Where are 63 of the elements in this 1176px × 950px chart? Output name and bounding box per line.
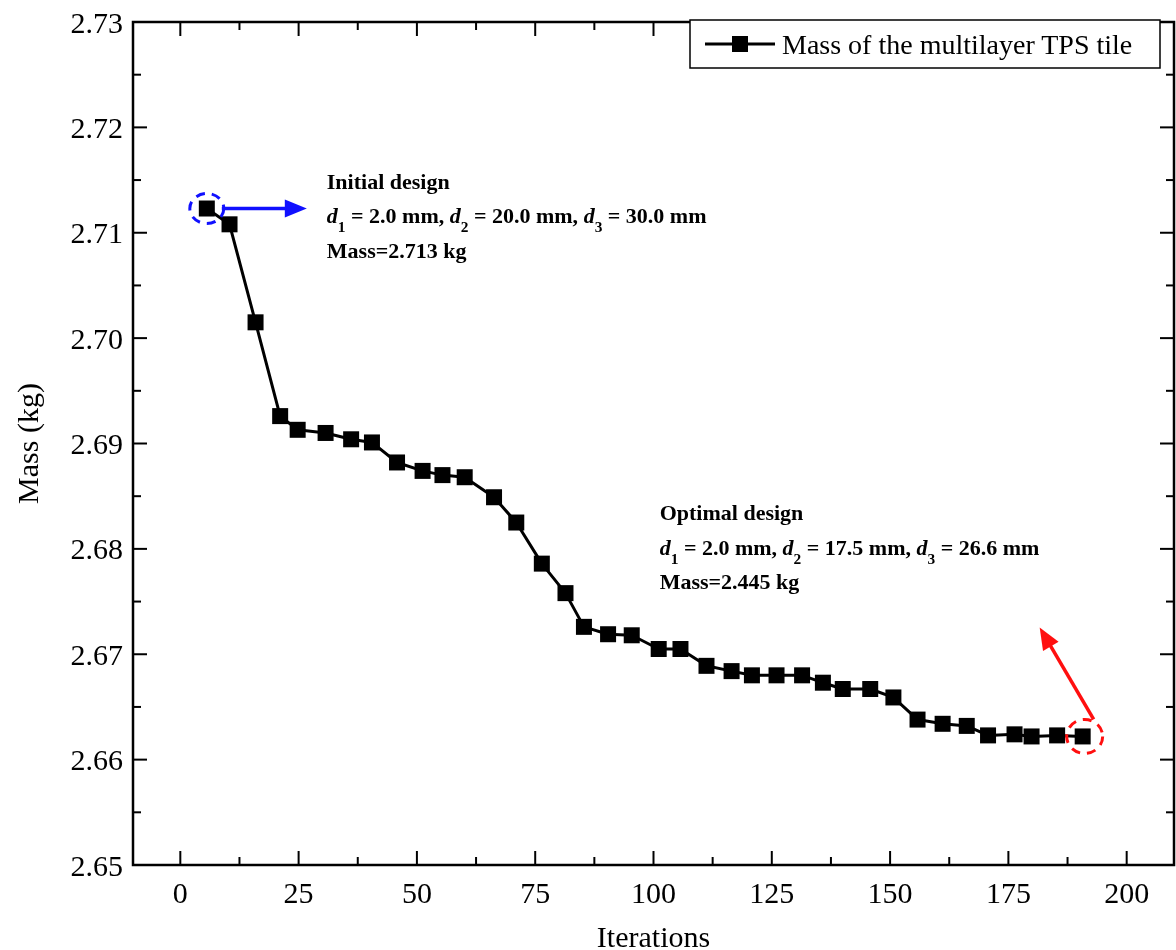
legend-label: Mass of the multilayer TPS tile	[782, 28, 1133, 60]
point	[1023, 728, 1040, 745]
x-tick-label: 75	[520, 876, 551, 909]
point	[486, 489, 503, 506]
annotation: Mass=2.445 kg	[659, 569, 800, 595]
point	[508, 514, 525, 531]
point	[272, 408, 289, 425]
text: d$_{1}$ = 2.0 mm, d$_{2}$ = 17.5 mm, d$_{3}$ = 26.6 mm	[659, 534, 1040, 567]
y-tick-label: 2.65	[70, 848, 123, 882]
point	[834, 681, 851, 698]
point	[575, 618, 592, 635]
annotation: Initial design	[326, 168, 450, 194]
point	[221, 216, 238, 233]
point	[1006, 726, 1023, 743]
point	[814, 674, 831, 691]
point	[980, 727, 997, 744]
point	[1049, 727, 1066, 744]
x-tick-label: 25	[283, 876, 314, 909]
point	[600, 626, 617, 643]
point	[698, 657, 715, 674]
y-tick-label: 2.68	[70, 532, 123, 566]
y-tick-label: 2.70	[70, 321, 123, 355]
point	[743, 667, 760, 684]
point	[885, 689, 902, 706]
point	[363, 434, 380, 451]
point	[650, 640, 667, 657]
x-tick-label: 175	[985, 876, 1031, 909]
point	[247, 314, 264, 331]
y-tick-label: 2.73	[70, 5, 123, 39]
y-axis-title: Mass (kg)	[11, 383, 45, 504]
y-tick-label: 2.67	[70, 637, 123, 671]
point	[934, 715, 951, 732]
point	[672, 640, 689, 657]
annotation: Mass=2.713 kg	[326, 237, 467, 263]
point	[533, 555, 550, 572]
point	[317, 424, 334, 441]
x-tick-label: 200	[1104, 876, 1150, 909]
point	[557, 585, 574, 602]
y-tick-label: 2.72	[70, 110, 123, 144]
x-tick-label: 150	[867, 876, 913, 909]
x-axis-title: Iterations	[596, 920, 711, 950]
text: d$_{1}$ = 2.0 mm, d$_{2}$ = 20.0 mm, d$_{3}$ = 30.0 mm	[326, 203, 707, 235]
y-tick-label: 2.71	[70, 216, 123, 250]
point	[456, 469, 473, 486]
point	[343, 431, 360, 448]
point	[414, 462, 431, 479]
x-tick-label: 50	[401, 876, 432, 909]
x-tick-label: 100	[631, 876, 676, 909]
point	[723, 663, 740, 680]
point	[909, 711, 926, 728]
point	[389, 454, 406, 471]
point	[958, 717, 975, 734]
point	[623, 627, 640, 644]
annotation: Optimal design	[659, 500, 804, 526]
x-tick-label: 0	[172, 876, 188, 909]
point	[794, 667, 811, 684]
point	[768, 667, 785, 684]
x-tick-label: 125	[749, 876, 795, 909]
point	[862, 681, 879, 698]
point	[289, 421, 306, 438]
point	[434, 467, 451, 484]
y-tick-label: 2.69	[70, 427, 123, 460]
y-tick-label: 2.66	[70, 743, 123, 777]
